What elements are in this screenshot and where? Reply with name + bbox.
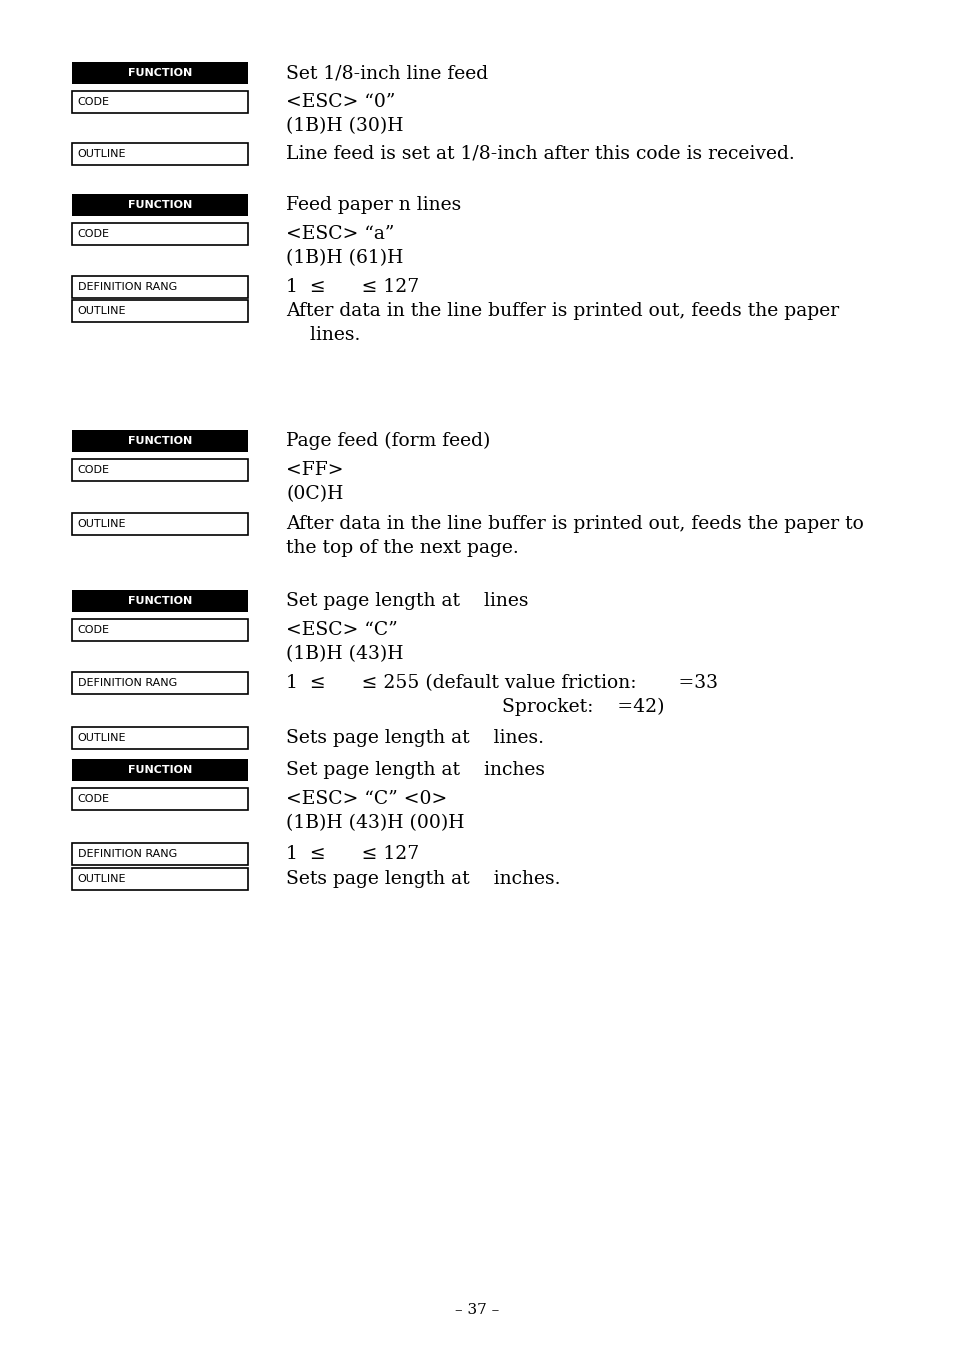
Bar: [71, 788, 248, 810]
Text: Set 1/8-inch line feed: Set 1/8-inch line feed: [286, 64, 488, 82]
Text: CODE: CODE: [77, 625, 110, 635]
Bar: [71, 589, 248, 612]
Text: <ESC> “a”: <ESC> “a”: [286, 224, 395, 243]
Text: Page feed (form feed): Page feed (form feed): [286, 431, 490, 450]
Text: DEFINITION RANG: DEFINITION RANG: [77, 283, 176, 292]
Text: 1  ≤      ≤ 127: 1 ≤ ≤ 127: [286, 845, 419, 863]
Bar: [71, 844, 248, 865]
Bar: [71, 512, 248, 535]
Text: <FF>: <FF>: [286, 461, 343, 479]
Text: Set page length at    lines: Set page length at lines: [286, 592, 528, 610]
Text: CODE: CODE: [77, 97, 110, 107]
Text: OUTLINE: OUTLINE: [77, 873, 126, 884]
Text: OUTLINE: OUTLINE: [77, 733, 126, 744]
Text: lines.: lines.: [286, 326, 360, 343]
Bar: [71, 193, 248, 216]
Text: FUNCTION: FUNCTION: [128, 435, 192, 446]
Bar: [71, 91, 248, 114]
Text: OUTLINE: OUTLINE: [77, 306, 126, 316]
Text: CODE: CODE: [77, 465, 110, 475]
Bar: [71, 430, 248, 452]
Text: (1B)H (61)H: (1B)H (61)H: [286, 249, 403, 266]
Text: Sets page length at    inches.: Sets page length at inches.: [286, 869, 560, 888]
Bar: [71, 143, 248, 165]
Bar: [71, 758, 248, 781]
Text: 1  ≤      ≤ 255 (default value friction:       =33: 1 ≤ ≤ 255 (default value friction: =33: [286, 675, 718, 692]
Text: OUTLINE: OUTLINE: [77, 519, 126, 529]
Bar: [71, 300, 248, 322]
Text: FUNCTION: FUNCTION: [128, 68, 192, 78]
Bar: [71, 458, 248, 481]
Text: Set page length at    inches: Set page length at inches: [286, 761, 544, 779]
Bar: [71, 276, 248, 297]
Text: After data in the line buffer is printed out, feeds the paper: After data in the line buffer is printed…: [286, 301, 839, 320]
Bar: [71, 62, 248, 84]
Text: the top of the next page.: the top of the next page.: [286, 539, 518, 557]
Text: <ESC> “C”: <ESC> “C”: [286, 621, 397, 639]
Text: DEFINITION RANG: DEFINITION RANG: [77, 677, 176, 688]
Text: After data in the line buffer is printed out, feeds the paper to: After data in the line buffer is printed…: [286, 515, 863, 533]
Text: Sets page length at    lines.: Sets page length at lines.: [286, 729, 543, 748]
Text: OUTLINE: OUTLINE: [77, 149, 126, 160]
Text: – 37 –: – 37 –: [455, 1303, 498, 1317]
Text: <ESC> “0”: <ESC> “0”: [286, 93, 395, 111]
Bar: [71, 619, 248, 641]
Text: (1B)H (30)H: (1B)H (30)H: [286, 118, 403, 135]
Bar: [71, 727, 248, 749]
Bar: [71, 223, 248, 245]
Text: FUNCTION: FUNCTION: [128, 200, 192, 210]
Bar: [71, 672, 248, 694]
Text: FUNCTION: FUNCTION: [128, 765, 192, 775]
Text: CODE: CODE: [77, 794, 110, 804]
Text: Line feed is set at 1/8-inch after this code is received.: Line feed is set at 1/8-inch after this …: [286, 145, 794, 164]
Text: CODE: CODE: [77, 228, 110, 239]
Text: 1  ≤      ≤ 127: 1 ≤ ≤ 127: [286, 279, 419, 296]
Text: DEFINITION RANG: DEFINITION RANG: [77, 849, 176, 859]
Bar: [71, 868, 248, 890]
Text: (1B)H (43)H: (1B)H (43)H: [286, 645, 403, 662]
Text: (0C)H: (0C)H: [286, 485, 343, 503]
Text: (1B)H (43)H (00)H: (1B)H (43)H (00)H: [286, 814, 464, 831]
Text: <ESC> “C” <0>: <ESC> “C” <0>: [286, 790, 447, 808]
Text: Feed paper n lines: Feed paper n lines: [286, 196, 461, 214]
Text: Sprocket:    =42): Sprocket: =42): [286, 698, 664, 717]
Text: FUNCTION: FUNCTION: [128, 596, 192, 606]
